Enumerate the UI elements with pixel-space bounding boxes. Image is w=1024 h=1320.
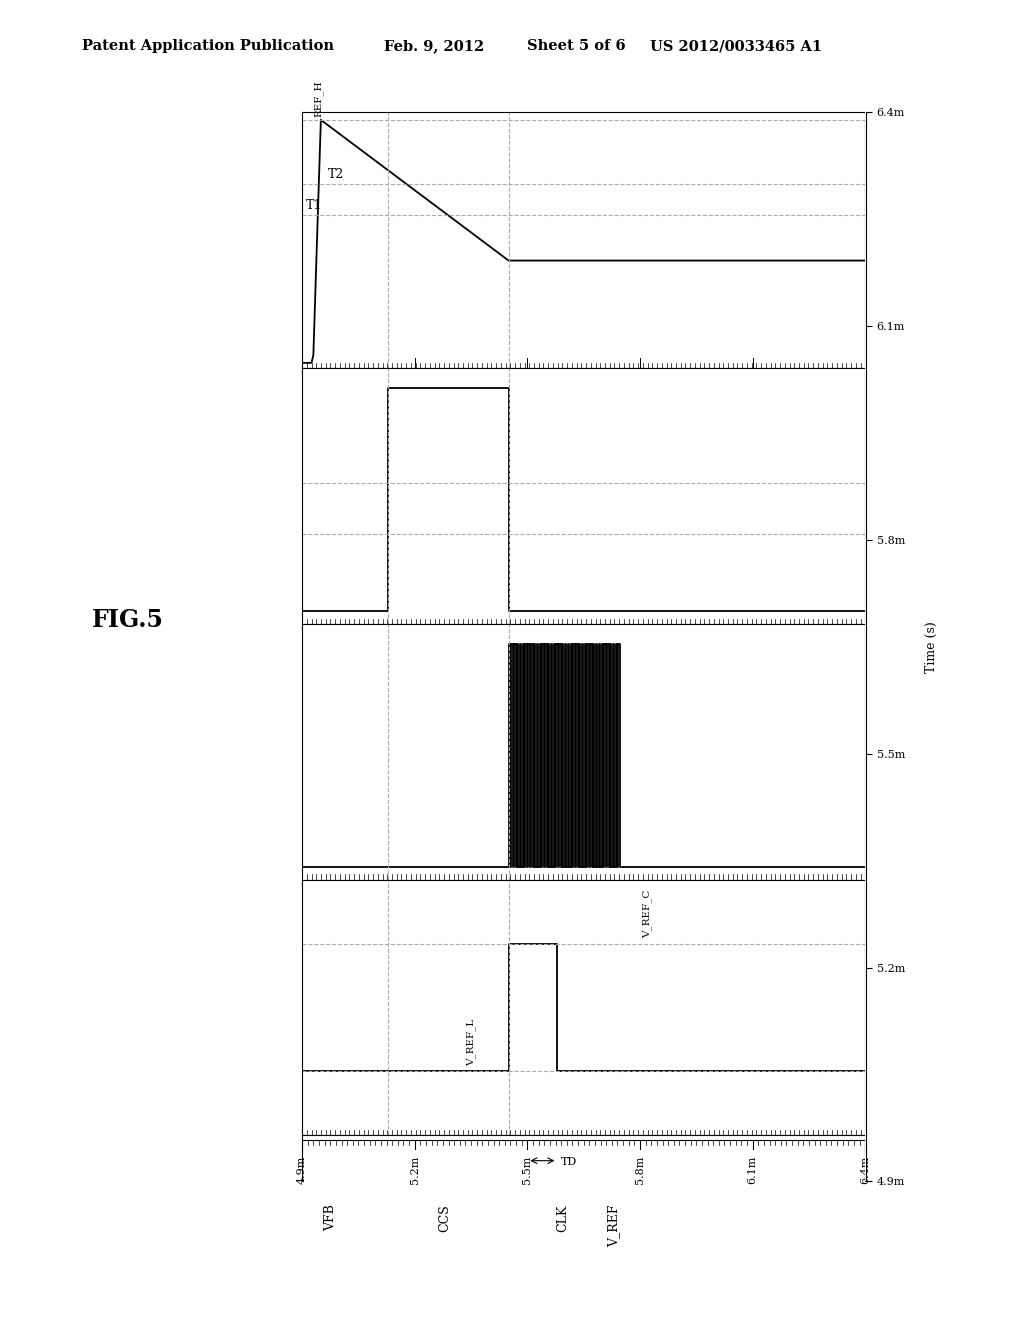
Text: V_REF: V_REF bbox=[607, 1204, 621, 1247]
Text: REF_H: REF_H bbox=[314, 81, 324, 117]
Text: TD: TD bbox=[561, 1158, 578, 1167]
Text: FIG.5: FIG.5 bbox=[92, 609, 164, 632]
Text: T2: T2 bbox=[329, 168, 345, 181]
Text: CCS: CCS bbox=[438, 1204, 452, 1232]
Text: 5.2m: 5.2m bbox=[410, 1156, 420, 1184]
Text: V_REF_L: V_REF_L bbox=[466, 1019, 476, 1067]
Text: US 2012/0033465 A1: US 2012/0033465 A1 bbox=[650, 40, 822, 53]
Text: 4.9m: 4.9m bbox=[297, 1156, 307, 1184]
Text: Sheet 5 of 6: Sheet 5 of 6 bbox=[527, 40, 626, 53]
Text: 5.8m: 5.8m bbox=[635, 1156, 645, 1184]
Text: 6.1m: 6.1m bbox=[748, 1156, 758, 1184]
Text: 5.5m: 5.5m bbox=[522, 1156, 532, 1184]
Text: Feb. 9, 2012: Feb. 9, 2012 bbox=[384, 40, 484, 53]
Text: VFB: VFB bbox=[324, 1204, 337, 1232]
Text: T1: T1 bbox=[306, 199, 323, 213]
Text: 6.4m: 6.4m bbox=[860, 1156, 870, 1184]
Text: V_REF_C: V_REF_C bbox=[643, 890, 652, 939]
Text: CLK: CLK bbox=[556, 1204, 569, 1232]
Text: Time (s): Time (s) bbox=[926, 620, 938, 673]
Text: Patent Application Publication: Patent Application Publication bbox=[82, 40, 334, 53]
